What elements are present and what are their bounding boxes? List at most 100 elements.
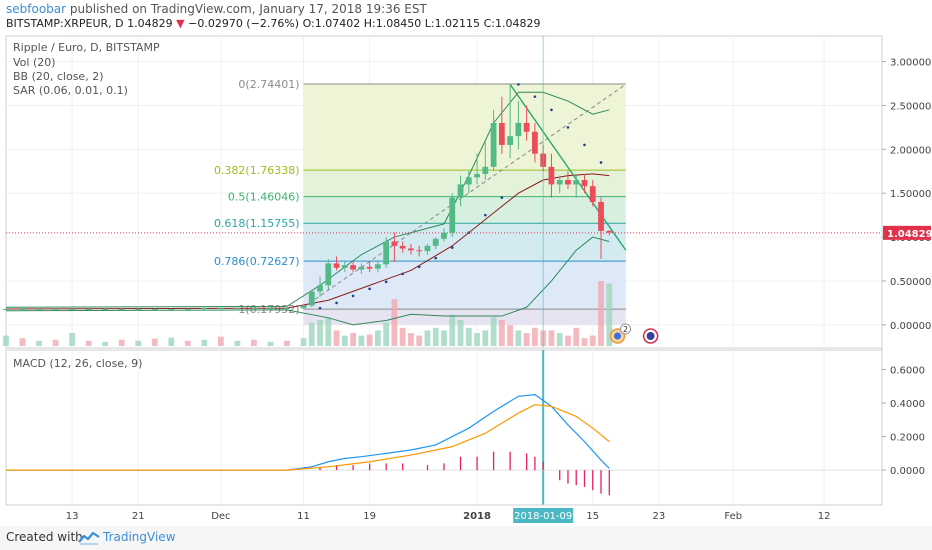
sar-dot — [484, 213, 487, 217]
y-tick-label: 3.00000 — [890, 58, 931, 69]
candle-body — [3, 309, 9, 311]
volume-bar — [441, 330, 447, 346]
y-tick-label: 1.50000 — [890, 189, 931, 200]
symbol-name: BITSTAMP:XRPEUR, D — [6, 17, 124, 30]
candle-body — [408, 248, 414, 251]
close-label: C: — [483, 17, 495, 30]
volume-bar — [457, 320, 464, 346]
fib-level-label: 0(2.74401) — [238, 78, 299, 91]
candle-body — [548, 166, 555, 185]
volume-bar — [308, 322, 315, 346]
volume-bar — [52, 339, 59, 346]
volume-bar — [383, 322, 390, 346]
sar-dot — [335, 301, 338, 305]
sar-dot — [599, 161, 603, 164]
volume-bar — [118, 339, 125, 346]
candle-body — [523, 122, 530, 132]
macd-pane — [5, 349, 883, 506]
candle-body — [589, 186, 596, 202]
badge-count: 2 — [623, 325, 628, 334]
fib-zone — [303, 261, 626, 310]
down-arrow-icon: ▼ — [176, 17, 185, 30]
sar-dot — [434, 256, 438, 260]
candle-body — [565, 180, 571, 185]
candle-body — [391, 241, 398, 246]
fib-zone — [303, 223, 626, 262]
price-change: −0.02970 (−2.76%) — [188, 17, 300, 30]
candle-body — [284, 308, 290, 310]
candle-body — [581, 180, 588, 187]
author-link[interactable]: sebfoobar — [6, 2, 67, 16]
volume-bar — [399, 327, 406, 346]
volume-bar — [300, 338, 307, 346]
volume-bar — [482, 330, 489, 346]
tradingview-logo-icon — [78, 531, 100, 545]
legend-vol: Vol (20) — [13, 56, 56, 69]
volume-bar — [416, 335, 423, 346]
chart-canvas[interactable]: 0(2.74401) 0.382(1.76338) 0.5(1.46046) 0.61… — [0, 0, 932, 526]
volume-bar — [284, 340, 290, 346]
fib-level-label: 0.618(1.15755) — [214, 217, 300, 230]
candle-body — [151, 309, 158, 311]
x-tick-label: 2018 — [463, 511, 491, 522]
volume-bar — [217, 336, 224, 346]
legend-title: Ripple / Euro, D, BITSTAMP — [13, 41, 160, 54]
price-axis — [882, 36, 932, 525]
last-price-tag-label: 1.04829 — [887, 229, 932, 240]
crosshair-date-label: 2018-01-09 — [514, 511, 572, 522]
last-price: 1.04829 — [127, 17, 173, 30]
sar-dot — [583, 143, 586, 147]
candle-body — [515, 122, 522, 137]
volume-bar — [3, 335, 9, 346]
footer-bar: Created with TradingView — [0, 526, 932, 550]
candle-body — [374, 264, 381, 269]
macd-series-macd — [6, 393, 610, 471]
open-label: O: — [302, 17, 315, 30]
x-tick-label: 11 — [297, 511, 310, 522]
sar-dot — [368, 287, 371, 291]
volume-bar — [135, 340, 142, 346]
volume-bar — [36, 340, 42, 346]
volume-bar — [606, 283, 613, 346]
candle-body — [102, 309, 109, 311]
candle-body — [416, 250, 423, 252]
candle-body — [217, 308, 224, 310]
candle-body — [135, 309, 142, 311]
candle-body — [300, 305, 307, 309]
candle-body — [52, 309, 59, 311]
fib-zone — [303, 196, 626, 224]
volume-bar — [465, 327, 472, 346]
sar-dot — [417, 265, 421, 269]
volume-bar — [432, 327, 439, 346]
legend-macd: MACD (12, 26, close, 9) — [13, 357, 142, 370]
symbol-header: BITSTAMP:XRPEUR, D 1.04829 ▼ −0.02970 (−… — [6, 17, 540, 30]
volume-bar — [556, 333, 563, 346]
volume-bar — [325, 317, 332, 346]
volume-bar — [168, 337, 175, 346]
volume-bar — [498, 320, 505, 346]
sar-dot — [384, 280, 388, 284]
volume-bar — [102, 341, 109, 346]
macd-y-tick-label: 0.2000 — [890, 433, 925, 444]
volume-bar — [341, 335, 348, 346]
volume-bar — [515, 330, 522, 346]
publish-header: sebfoobar published on TradingView.com, … — [6, 2, 427, 16]
volume-bar — [85, 340, 92, 346]
badge-count-bubble — [620, 323, 632, 335]
x-tick-label: Dec — [211, 511, 230, 522]
candle-body — [118, 309, 125, 311]
x-tick-label: 13 — [66, 511, 79, 522]
bb-lower-line — [5, 236, 610, 326]
sar-dot — [318, 306, 322, 310]
candle-body — [168, 309, 175, 311]
y-tick-label: 2.50000 — [890, 101, 931, 112]
y-tick-label: 0.00000 — [890, 321, 931, 332]
candle-body — [19, 309, 26, 311]
candle-body — [498, 122, 505, 145]
macd-y-tick-label: 0.6000 — [890, 365, 925, 376]
tradingview-link[interactable]: TradingView — [103, 530, 176, 544]
sar-dot — [517, 83, 520, 86]
candle-body — [432, 238, 439, 246]
candle-body — [85, 309, 92, 311]
candle-body — [465, 177, 472, 185]
